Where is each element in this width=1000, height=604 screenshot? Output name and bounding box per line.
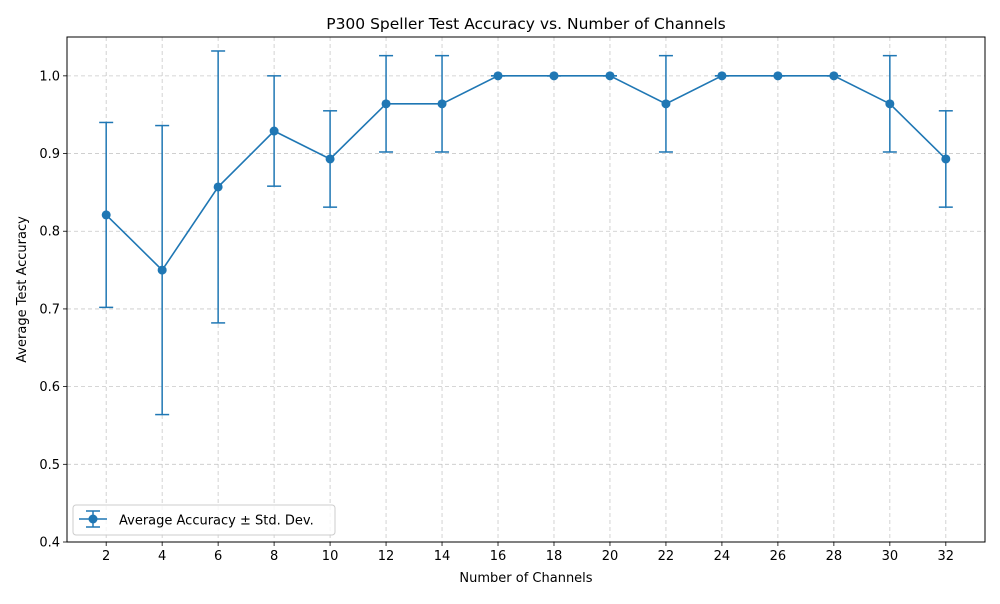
chart-title: P300 Speller Test Accuracy vs. Number of… [326, 15, 726, 33]
data-point [213, 182, 223, 192]
y-tick-label: 0.4 [39, 536, 60, 551]
data-point [773, 71, 783, 81]
series-line [105, 75, 947, 272]
data-point [605, 71, 615, 81]
x-tick-label: 18 [546, 549, 563, 564]
y-axis-label: Average Test Accuracy [15, 216, 30, 363]
series-markers [101, 71, 951, 275]
x-tick-label: 22 [658, 549, 675, 564]
legend-box [72, 504, 336, 536]
data-point [493, 71, 503, 81]
x-tick-label: 24 [714, 549, 731, 564]
x-tick-label: 32 [938, 549, 955, 564]
data-point [829, 71, 839, 81]
data-point [437, 99, 447, 109]
data-point [941, 154, 951, 164]
y-tick-label: 0.6 [39, 380, 60, 395]
x-tick-label: 30 [882, 549, 899, 564]
data-point [101, 210, 111, 220]
data-point [885, 99, 895, 109]
x-tick-label: 26 [770, 549, 787, 564]
series-line-layer [105, 75, 947, 272]
y-tick-label: 0.9 [39, 147, 60, 162]
y-tick-label: 0.5 [39, 458, 60, 473]
y-tick-label: 0.7 [39, 302, 60, 317]
y-axis-ticks: 0.4 0.5 0.6 0.7 0.8 0.9 1.0 [39, 69, 67, 551]
x-tick-label: 6 [214, 549, 222, 564]
data-point [157, 265, 167, 275]
x-tick-label: 28 [826, 549, 843, 564]
plot-area-frame [66, 36, 986, 543]
x-axis-ticks: 2 4 6 8 10 12 14 16 18 20 22 24 26 28 30 32 [102, 542, 954, 564]
legend-series-handle [79, 510, 107, 528]
x-tick-label: 12 [378, 549, 395, 564]
x-tick-label: 16 [490, 549, 507, 564]
legend-series-label: Average Accuracy ± Std. Dev. [119, 514, 314, 529]
data-point [325, 154, 335, 164]
x-tick-label: 14 [434, 549, 451, 564]
x-tick-label: 20 [602, 549, 619, 564]
data-point [381, 99, 391, 109]
y-tick-label: 1.0 [39, 69, 60, 84]
x-tick-label: 2 [102, 549, 110, 564]
x-tick-label: 10 [322, 549, 339, 564]
data-point [717, 71, 727, 81]
data-point [549, 71, 559, 81]
x-tick-label: 8 [270, 549, 278, 564]
legend: Average Accuracy ± Std. Dev. [72, 504, 336, 536]
x-axis-label: Number of Channels [459, 571, 592, 586]
y-tick-label: 0.8 [39, 225, 60, 240]
legend-handle-marker [88, 514, 98, 524]
x-tick-label: 4 [158, 549, 166, 564]
data-point [661, 99, 671, 109]
data-point [269, 126, 279, 136]
